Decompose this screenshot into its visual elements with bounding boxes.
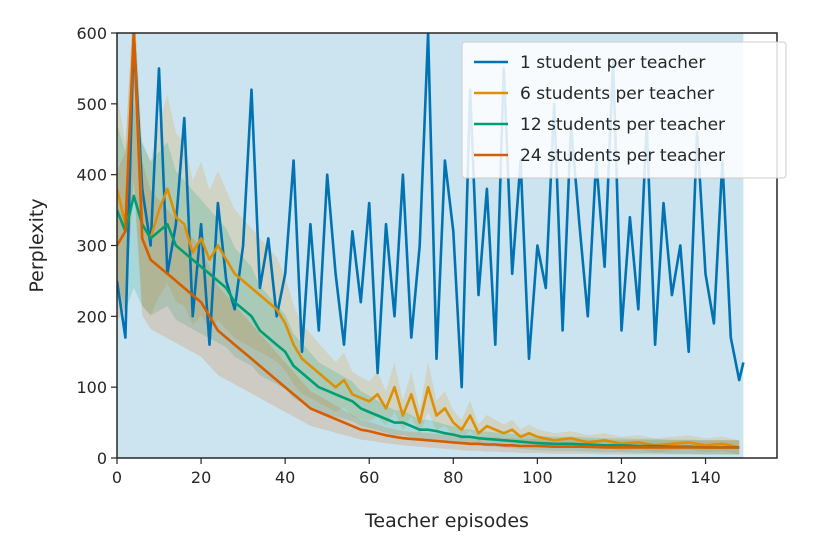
series-lines — [117, 33, 745, 449]
y-tick-label: 200 — [76, 307, 107, 326]
y-tick-label: 500 — [76, 95, 107, 114]
1-student-per-teacher-legend-label: 1 student per teacher — [520, 53, 705, 73]
24-students-per-teacher-band — [117, 33, 740, 455]
12-students-per-teacher-band — [117, 104, 740, 455]
x-tick-label: 140 — [690, 468, 721, 487]
x-tick-label: 60 — [359, 468, 379, 487]
6-students-per-teacher-line — [117, 33, 740, 449]
x-tick-label: 0 — [112, 468, 122, 487]
6-students-per-teacher-band — [117, 33, 740, 455]
x-tick-label: 20 — [191, 468, 211, 487]
12-students-per-teacher-line — [117, 194, 740, 449]
24-students-per-teacher-legend-label: 24 students per teacher — [520, 146, 725, 166]
x-tick-label: 80 — [443, 468, 463, 487]
1-student-per-teacher-line — [117, 33, 745, 389]
y-tick-label: 600 — [76, 24, 107, 43]
x-tick-label: 120 — [606, 468, 637, 487]
x-tick-label: 40 — [275, 468, 295, 487]
12-students-per-teacher-legend-label: 12 students per teacher — [520, 115, 725, 135]
axes: 0 20 40 60 80 100 120 140 0 100 200 300 400 500 600 Tea… — [26, 24, 778, 532]
y-tick-label: 100 — [76, 378, 107, 397]
x-tick-label: 100 — [522, 468, 553, 487]
y-axis-label: Perplexity — [26, 198, 48, 292]
24-students-per-teacher-line — [117, 33, 740, 449]
y-tick-label: 0 — [97, 449, 107, 468]
legend-box — [461, 41, 787, 179]
x-axis-label: Teacher episodes — [364, 510, 529, 532]
6-students-per-teacher-legend-label: 6 students per teacher — [520, 84, 714, 104]
legend: 1 student per teacher 6 students per teac… — [461, 41, 787, 179]
y-tick-label: 300 — [76, 237, 107, 256]
y-tick-label: 400 — [76, 166, 107, 185]
